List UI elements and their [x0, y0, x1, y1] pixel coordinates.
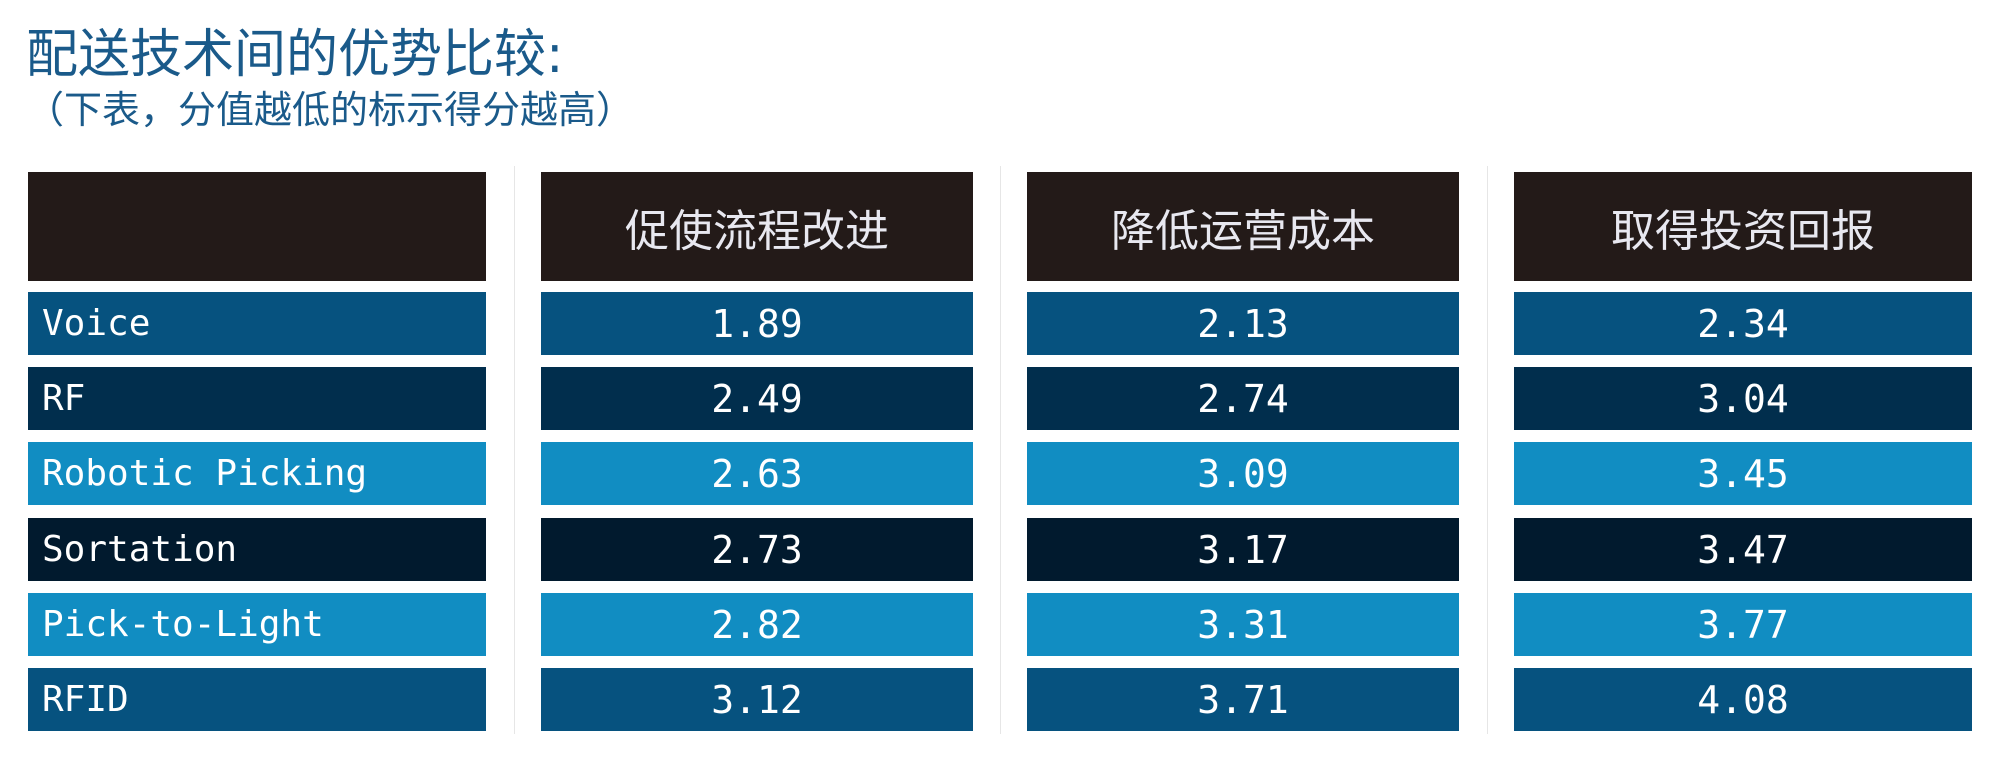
header-corner: [28, 172, 486, 281]
column-header: 促使流程改进: [541, 172, 973, 281]
row-label: Sortation: [28, 518, 486, 581]
value-cell: 2.34: [1514, 292, 1972, 355]
value-cell: 3.31: [1027, 593, 1459, 656]
value-cell: 2.74: [1027, 367, 1459, 430]
value-cell: 3.47: [1514, 518, 1972, 581]
page-subtitle: （下表，分值越低的标示得分越高）: [26, 88, 635, 132]
gridline: [1000, 166, 1001, 734]
value-cell: 3.04: [1514, 367, 1972, 430]
value-cell: 2.63: [541, 442, 973, 505]
column-header: 取得投资回报: [1514, 172, 1972, 281]
value-cell: 3.71: [1027, 668, 1459, 731]
value-cell: 3.45: [1514, 442, 1972, 505]
row-label: Voice: [28, 292, 486, 355]
column-header: 降低运营成本: [1027, 172, 1459, 281]
value-cell: 2.82: [541, 593, 973, 656]
gridline: [514, 166, 515, 734]
row-label: RF: [28, 367, 486, 430]
value-cell: 2.73: [541, 518, 973, 581]
value-cell: 3.17: [1027, 518, 1459, 581]
row-label: Pick-to-Light: [28, 593, 486, 656]
value-cell: 2.49: [541, 367, 973, 430]
gridline: [1487, 166, 1488, 734]
value-cell: 2.13: [1027, 292, 1459, 355]
value-cell: 3.09: [1027, 442, 1459, 505]
row-label: RFID: [28, 668, 486, 731]
page-title: 配送技术间的优势比较:: [26, 25, 564, 85]
value-cell: 4.08: [1514, 668, 1972, 731]
value-cell: 3.12: [541, 668, 973, 731]
row-label: Robotic Picking: [28, 442, 486, 505]
value-cell: 1.89: [541, 292, 973, 355]
value-cell: 3.77: [1514, 593, 1972, 656]
